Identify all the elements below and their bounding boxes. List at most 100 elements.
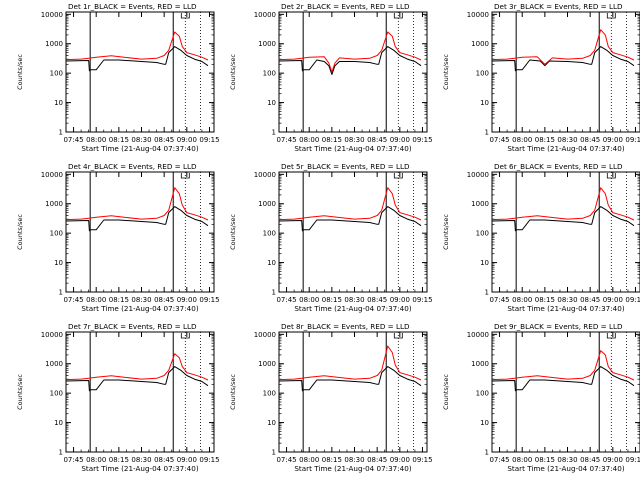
chart-title: Det 5r_BLACK = Events, RED = LLD <box>281 162 410 171</box>
x-tick-label: 08:00 <box>86 296 106 304</box>
x-tick-label: 08:15 <box>535 296 555 304</box>
x-tick-label: 09:00 <box>603 456 623 464</box>
interval-bracket <box>180 13 190 19</box>
series-line-lld <box>278 31 422 73</box>
series-line-events <box>65 206 209 232</box>
x-tick-label: 08:30 <box>131 136 151 144</box>
y-tick-label: 100 <box>263 230 276 238</box>
chart-panel: Det 1r_BLACK = Events, RED = LLD 1 10 100 10… <box>16 2 220 153</box>
x-axis-label: Start Time (21-Aug-04 07:37:40) <box>507 304 624 313</box>
y-tick-label: 10 <box>267 419 276 427</box>
x-tick-label: 09:15 <box>625 296 640 304</box>
y-axis-label: Counts/sec <box>442 54 450 90</box>
x-tick-label: 07:45 <box>489 456 509 464</box>
chart-panel: Det 9r_BLACK = Events, RED = LLD 1 10 100 10… <box>442 322 640 473</box>
chart-title: Det 2r_BLACK = Events, RED = LLD <box>281 2 410 11</box>
x-axis-label: Start Time (21-Aug-04 07:37:40) <box>294 464 411 473</box>
x-tick-label: 08:45 <box>580 456 600 464</box>
y-tick-label: 10000 <box>41 11 63 19</box>
chart-panel: Det 7r_BLACK = Events, RED = LLD 1 10 100 10… <box>16 322 220 473</box>
interval-bracket <box>606 173 616 179</box>
chart-title: Det 8r_BLACK = Events, RED = LLD <box>281 322 410 331</box>
y-tick-label: 10000 <box>41 171 63 179</box>
x-tick-label: 08:00 <box>299 456 319 464</box>
x-tick-label: 08:45 <box>154 456 174 464</box>
x-axis-label: Start Time (21-Aug-04 07:37:40) <box>81 144 198 153</box>
y-axis-label: Counts/sec <box>442 374 450 410</box>
x-tick-label: 09:00 <box>390 456 410 464</box>
series-line-events <box>65 46 209 72</box>
plot-frame <box>278 171 428 293</box>
x-tick-label: 09:00 <box>390 136 410 144</box>
series-line-lld <box>491 29 635 65</box>
y-tick-label: 1 <box>485 129 489 137</box>
y-axis-label: Counts/sec <box>229 374 237 410</box>
y-tick-label: 10000 <box>467 331 489 339</box>
series-line-events <box>491 46 635 72</box>
plot-frame <box>491 331 640 453</box>
y-tick-label: 1000 <box>45 360 63 368</box>
x-tick-label: 07:45 <box>276 136 296 144</box>
y-tick-label: 10 <box>480 419 489 427</box>
x-tick-label: 08:15 <box>109 136 129 144</box>
x-tick-label: 08:30 <box>344 296 364 304</box>
x-tick-label: 09:00 <box>390 296 410 304</box>
y-tick-label: 1 <box>59 289 63 297</box>
x-tick-label: 08:00 <box>512 136 532 144</box>
chart-title: Det 6r_BLACK = Events, RED = LLD <box>494 162 623 171</box>
series-line-events <box>278 46 422 75</box>
y-tick-label: 1 <box>59 129 63 137</box>
y-axis-label: Counts/sec <box>16 374 24 410</box>
x-tick-label: 08:30 <box>131 456 151 464</box>
chart-panel: Det 3r_BLACK = Events, RED = LLD 1 10 100 10… <box>442 2 640 153</box>
y-tick-label: 1 <box>272 449 276 457</box>
y-tick-label: 10 <box>267 99 276 107</box>
x-tick-label: 08:15 <box>109 296 129 304</box>
y-tick-label: 10 <box>54 99 63 107</box>
interval-bracket <box>393 13 403 19</box>
x-tick-label: 08:00 <box>512 456 532 464</box>
x-tick-label: 09:15 <box>625 136 640 144</box>
y-tick-label: 100 <box>50 230 63 238</box>
x-tick-label: 09:15 <box>412 456 432 464</box>
x-axis-label: Start Time (21-Aug-04 07:37:40) <box>294 304 411 313</box>
x-tick-label: 08:15 <box>322 456 342 464</box>
series-line-lld <box>65 31 209 61</box>
y-axis-label: Counts/sec <box>16 54 24 90</box>
series-line-lld <box>491 187 635 221</box>
x-tick-label: 07:45 <box>276 296 296 304</box>
x-tick-label: 09:15 <box>625 456 640 464</box>
series-line-lld <box>491 350 635 381</box>
y-tick-label: 100 <box>476 230 489 238</box>
x-axis-label: Start Time (21-Aug-04 07:37:40) <box>507 464 624 473</box>
interval-bracket <box>393 173 403 179</box>
x-tick-label: 09:00 <box>177 296 197 304</box>
y-tick-label: 10 <box>54 259 63 267</box>
y-tick-label: 1000 <box>258 360 276 368</box>
plot-frame <box>491 11 640 133</box>
chart-title: Det 4r_BLACK = Events, RED = LLD <box>68 162 197 171</box>
y-tick-label: 10000 <box>254 331 276 339</box>
y-tick-label: 10000 <box>41 331 63 339</box>
x-tick-label: 08:45 <box>367 296 387 304</box>
x-axis-label: Start Time (21-Aug-04 07:37:40) <box>507 144 624 153</box>
y-tick-label: 1 <box>272 289 276 297</box>
chart-title: Det 9r_BLACK = Events, RED = LLD <box>494 322 623 331</box>
x-tick-label: 08:45 <box>367 456 387 464</box>
x-tick-label: 08:15 <box>535 136 555 144</box>
x-tick-label: 07:45 <box>63 296 83 304</box>
y-tick-label: 1000 <box>471 200 489 208</box>
x-tick-label: 08:45 <box>154 136 174 144</box>
series-line-events <box>491 366 635 392</box>
x-tick-label: 07:45 <box>63 136 83 144</box>
x-tick-label: 08:30 <box>557 296 577 304</box>
y-axis-label: Counts/sec <box>229 214 237 250</box>
y-tick-label: 1 <box>485 289 489 297</box>
x-tick-label: 08:15 <box>322 136 342 144</box>
interval-bracket <box>180 173 190 179</box>
x-axis-label: Start Time (21-Aug-04 07:37:40) <box>81 304 198 313</box>
x-tick-label: 08:00 <box>86 456 106 464</box>
y-tick-label: 10 <box>267 259 276 267</box>
chart-panel: Det 2r_BLACK = Events, RED = LLD 1 10 100 10… <box>229 2 433 153</box>
x-tick-label: 08:45 <box>154 296 174 304</box>
